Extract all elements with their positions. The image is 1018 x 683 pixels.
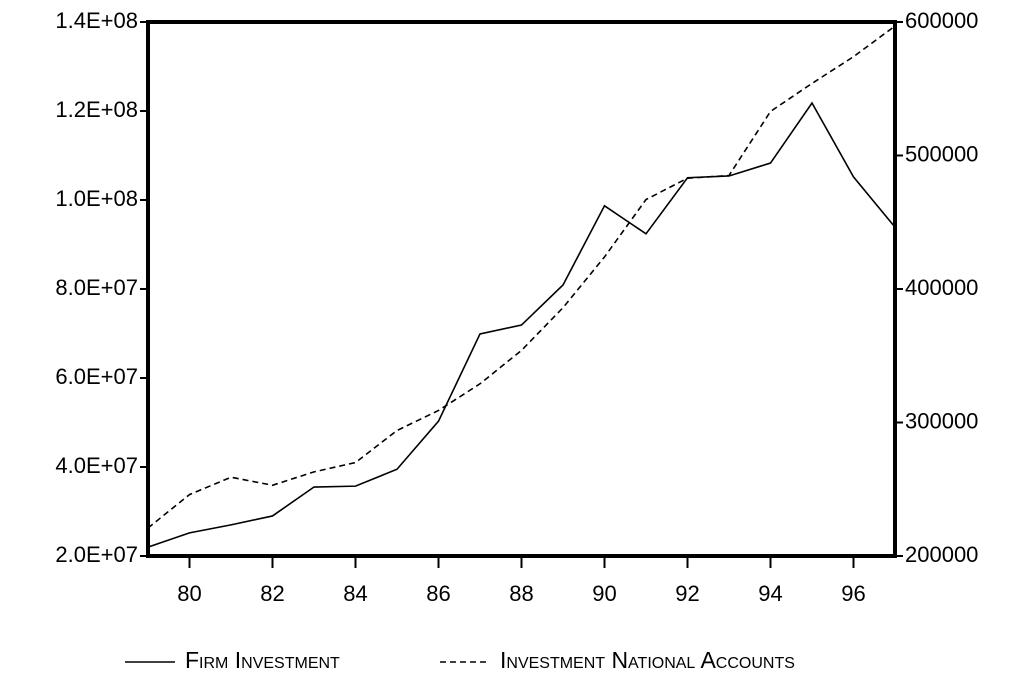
y-tick-label: 8.0E+07 bbox=[55, 275, 138, 300]
y-tick-label: 2.0E+07 bbox=[55, 542, 138, 567]
y2-tick-label: 200000 bbox=[905, 542, 978, 567]
data-line bbox=[147, 101, 896, 548]
y2-tick-label: 500000 bbox=[905, 141, 978, 166]
x-tick-label: 84 bbox=[343, 581, 367, 606]
x-tick-label: 80 bbox=[177, 581, 201, 606]
x-tick-label: 86 bbox=[426, 581, 450, 606]
y2-tick-label: 600000 bbox=[905, 8, 978, 33]
y-tick-label: 1.2E+08 bbox=[55, 97, 138, 122]
x-tick-label: 94 bbox=[758, 581, 782, 606]
legend-label: Investment National Accounts bbox=[500, 647, 795, 673]
x-tick-label: 90 bbox=[592, 581, 616, 606]
x-tick-label: 88 bbox=[509, 581, 533, 606]
y2-tick-label: 400000 bbox=[905, 275, 978, 300]
y-tick-label: 1.4E+08 bbox=[55, 8, 138, 33]
y-tick-label: 6.0E+07 bbox=[55, 364, 138, 389]
legend-label: Firm Investment bbox=[185, 647, 340, 673]
y-tick-label: 1.0E+08 bbox=[55, 186, 138, 211]
y2-tick-label: 300000 bbox=[905, 408, 978, 433]
plot-frame bbox=[146, 20, 897, 558]
y-tick-label: 4.0E+07 bbox=[55, 453, 138, 478]
x-tick-label: 82 bbox=[260, 581, 284, 606]
data-line bbox=[147, 25, 896, 529]
x-tick-label: 96 bbox=[841, 581, 865, 606]
x-tick-label: 92 bbox=[675, 581, 699, 606]
